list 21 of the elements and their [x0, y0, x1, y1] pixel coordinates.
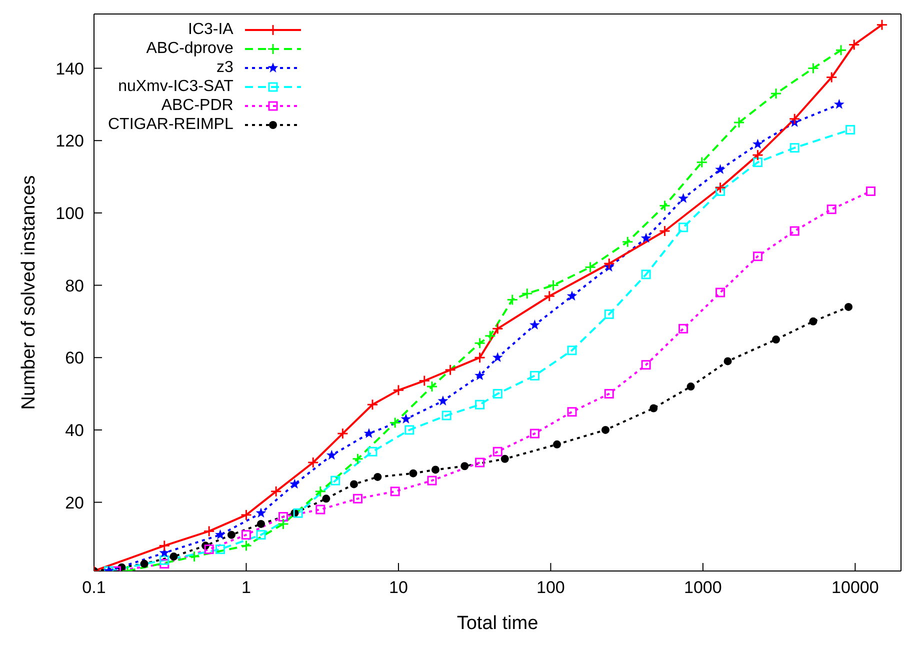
x-tick-label: 10000 [832, 578, 879, 598]
legend-label: IC3-IA [188, 20, 234, 38]
y-tick-label: 80 [65, 276, 84, 296]
y-tick-label: 60 [65, 348, 84, 368]
legend-label: CTIGAR-REIMPL [108, 116, 234, 134]
y-tick-label: 20 [65, 493, 84, 512]
legend-label: z3 [216, 58, 234, 76]
x-tick-label: 10 [389, 578, 408, 598]
legend-label: ABC-dprove [146, 40, 234, 58]
y-tick-label: 100 [56, 204, 84, 223]
legend-label: nuXmv-IC3-SAT [118, 78, 234, 96]
y-tick-label: 120 [56, 132, 84, 151]
x-tick-label: 0.1 [82, 578, 106, 598]
x-tick-label: 1 [242, 578, 251, 598]
x-tick-label: 1000 [684, 578, 722, 598]
y-tick-label: 40 [65, 420, 84, 440]
x-tick-label: 100 [536, 578, 565, 598]
x-axis-title: Total time [456, 613, 538, 634]
y-axis-title: Number of solved instances [18, 175, 40, 410]
y-tick-label: 140 [56, 59, 84, 78]
legend-label: ABC-PDR [161, 96, 234, 114]
